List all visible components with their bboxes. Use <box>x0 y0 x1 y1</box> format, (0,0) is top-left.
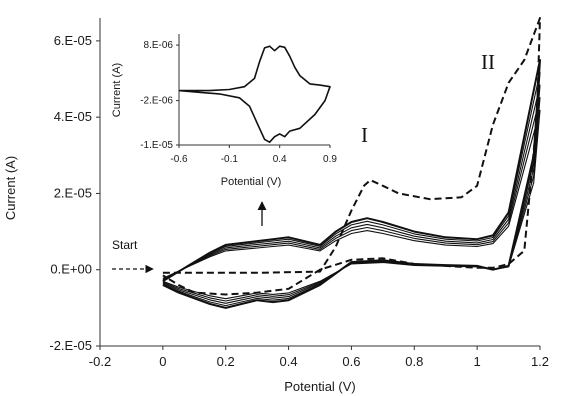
main-x-tick-label: 0 <box>159 354 166 369</box>
main-x-ticks: -0.2 0 0.2 0.4 0.6 0.8 1 1.2 <box>89 346 549 369</box>
main-solid-cycle <box>162 71 541 307</box>
main-solid-cycle <box>162 109 541 300</box>
main-x-tick-label: 0.6 <box>342 354 360 369</box>
main-dashed-first-scan <box>162 17 541 296</box>
main-x-tick-label: 0.4 <box>280 354 298 369</box>
main-x-tick-label: 0.2 <box>217 354 235 369</box>
peak-label-i: I <box>361 123 368 147</box>
main-x-tick-label: -0.2 <box>89 354 111 369</box>
main-x-axis-label: Potential (V) <box>284 379 356 394</box>
start-label: Start <box>112 238 138 252</box>
inset-y-tick-label: -1.E-05 <box>140 140 173 151</box>
inset-x-axis-label: Potential (V) <box>221 176 282 188</box>
main-y-tick-label: 0.E+00 <box>50 262 92 277</box>
inset-x-tick-label: 0.4 <box>273 154 287 165</box>
inset-series-group <box>178 45 331 143</box>
peak-label-ii: II <box>481 50 495 74</box>
main-y-ticks: -2.E-05 0.E+00 2.E-05 4.E-05 6.E-05 <box>49 33 100 353</box>
inset-x-tick-label: -0.1 <box>221 154 239 165</box>
inset-x-tick-label: 0.9 <box>323 154 337 165</box>
main-y-tick-label: 4.E-05 <box>54 109 92 124</box>
main-x-tick-label: 1.2 <box>531 354 549 369</box>
main-chart: -2.E-05 0.E+00 2.E-05 4.E-05 6.E-05 -0.2 0 0.2… <box>3 17 549 394</box>
inset-chart: -1.E-05 -2.E-06 8.E-06 -0.6 -0.1 0.4 0.9 Pote… <box>111 34 337 188</box>
inset-x-tick-label: -0.6 <box>170 154 188 165</box>
main-y-axis-label: Current (A) <box>3 156 18 220</box>
inset-x-ticks: -0.6 -0.1 0.4 0.9 <box>170 145 337 165</box>
main-x-tick-label: 0.8 <box>405 354 423 369</box>
inset-y-tick-label: 8.E-06 <box>144 40 174 51</box>
main-y-tick-label: 6.E-05 <box>54 33 92 48</box>
inset-y-tick-label: -2.E-06 <box>140 96 173 107</box>
inset-y-axis-label: Current (A) <box>111 63 123 117</box>
main-solid-cycle <box>162 84 541 304</box>
inset-y-ticks: -1.E-05 -2.E-06 8.E-06 <box>140 40 179 151</box>
main-solid-cycle <box>162 97 541 302</box>
main-series-group <box>162 17 541 309</box>
main-y-tick-label: 2.E-05 <box>54 185 92 200</box>
main-y-tick-label: -2.E-05 <box>49 338 92 353</box>
main-x-tick-label: 1 <box>474 354 481 369</box>
main-solid-cycle <box>162 59 541 309</box>
inset-cv-curve <box>178 45 331 143</box>
